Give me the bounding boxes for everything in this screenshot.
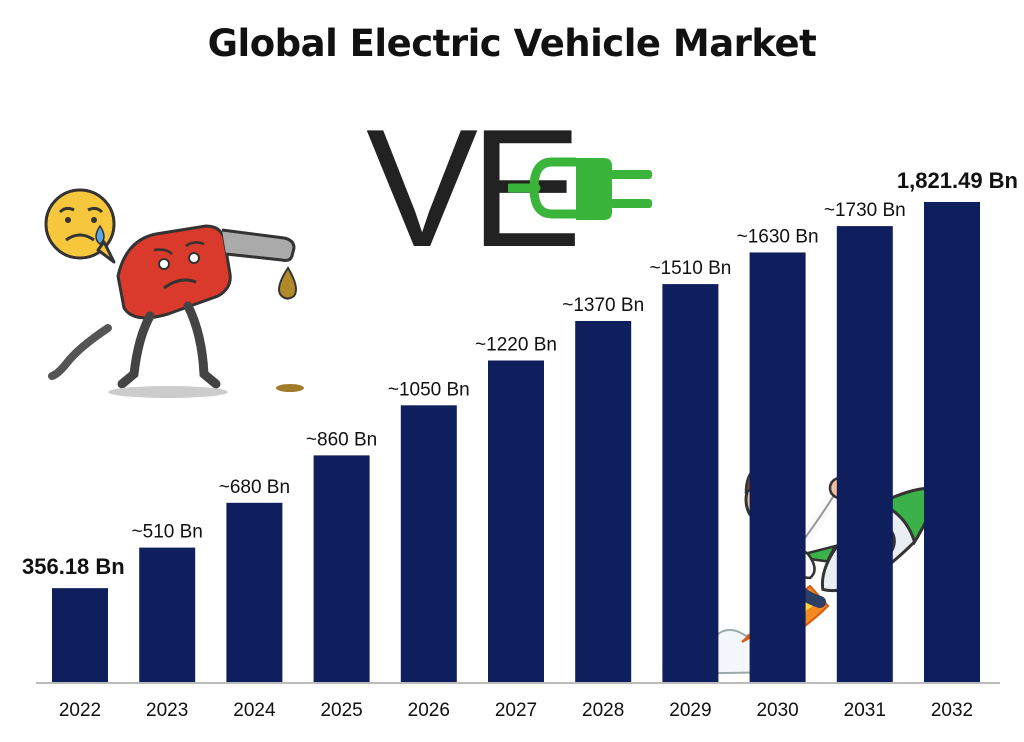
x-tick-label-2029: 2029 [669,700,711,721]
data-label-2028: ~1370 Bn [562,295,644,316]
data-label-2030: ~1630 Bn [737,226,819,247]
x-tick-label-2025: 2025 [320,700,362,721]
bar-2029 [662,284,719,682]
x-tick-label-2023: 2023 [146,700,188,721]
data-label-2025: ~860 Bn [306,429,377,450]
data-label-2032: 1,821.49 Bn [897,168,1018,193]
x-tick-label-2022: 2022 [59,700,101,721]
data-label-2024: ~680 Bn [219,477,290,498]
bar-2023 [139,547,196,682]
bar-2031 [836,226,893,682]
x-tick-label-2031: 2031 [844,700,886,721]
ev-plug-icon [508,157,652,220]
bar-2024 [226,502,283,682]
chart-title: Global Electric Vehicle Market [207,22,817,65]
x-tick-label-2024: 2024 [233,700,276,721]
bar-2025 [313,455,370,682]
data-label-2022: 356.18 Bn [22,554,125,579]
x-tick-label-2032: 2032 [931,700,973,721]
sad-fuel-pump-icon [44,188,304,398]
data-label-2027: ~1220 Bn [475,335,557,356]
bar-2022 [52,588,108,682]
x-tick-label-2027: 2027 [495,700,537,721]
data-label-2026: ~1050 Bn [388,379,470,400]
ve-logo-text: VE [366,94,582,282]
data-label-2029: ~1510 Bn [649,258,731,279]
data-label-2023: ~510 Bn [132,522,203,543]
bar-2030 [749,252,806,682]
x-tick-label-2028: 2028 [582,700,624,721]
x-tick-label-2026: 2026 [408,700,450,721]
bar-2026 [400,405,457,682]
data-label-2031: ~1730 Bn [824,200,906,221]
bar-2027 [488,360,544,682]
x-tick-label-2030: 2030 [756,700,798,721]
bar-2032 [924,202,980,682]
bar-2028 [575,320,632,682]
